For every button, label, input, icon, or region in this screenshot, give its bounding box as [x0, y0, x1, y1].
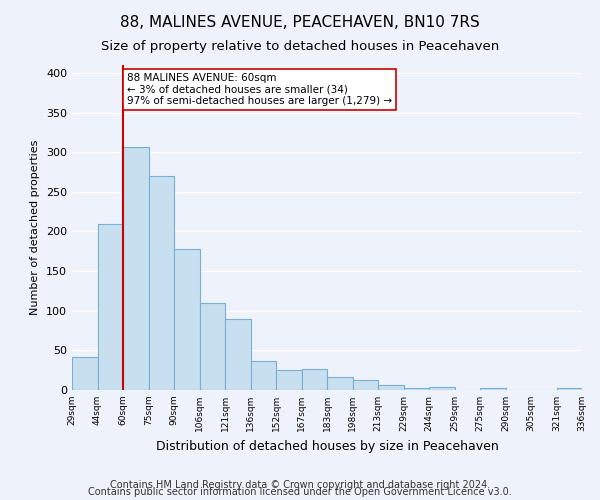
Bar — [251, 360, 276, 390]
Bar — [149, 176, 174, 390]
Bar — [97, 224, 123, 390]
Bar — [327, 378, 353, 390]
Bar — [276, 370, 302, 390]
Text: 88 MALINES AVENUE: 60sqm
← 3% of detached houses are smaller (34)
97% of semi-de: 88 MALINES AVENUE: 60sqm ← 3% of detache… — [127, 73, 392, 106]
Bar — [72, 356, 97, 390]
Y-axis label: Number of detached properties: Number of detached properties — [31, 140, 40, 315]
Text: 88, MALINES AVENUE, PEACEHAVEN, BN10 7RS: 88, MALINES AVENUE, PEACEHAVEN, BN10 7RS — [120, 15, 480, 30]
Text: Contains public sector information licensed under the Open Government Licence v3: Contains public sector information licen… — [88, 487, 512, 497]
Bar — [225, 318, 251, 390]
Bar — [378, 385, 404, 390]
Bar — [353, 380, 378, 390]
Bar — [123, 146, 149, 390]
Bar — [404, 388, 429, 390]
Text: Contains HM Land Registry data © Crown copyright and database right 2024.: Contains HM Land Registry data © Crown c… — [110, 480, 490, 490]
Bar — [174, 249, 199, 390]
Bar — [557, 388, 582, 390]
Bar — [199, 303, 225, 390]
Bar — [480, 388, 505, 390]
Bar — [429, 387, 455, 390]
X-axis label: Distribution of detached houses by size in Peacehaven: Distribution of detached houses by size … — [155, 440, 499, 452]
Bar — [302, 370, 327, 390]
Text: Size of property relative to detached houses in Peacehaven: Size of property relative to detached ho… — [101, 40, 499, 53]
